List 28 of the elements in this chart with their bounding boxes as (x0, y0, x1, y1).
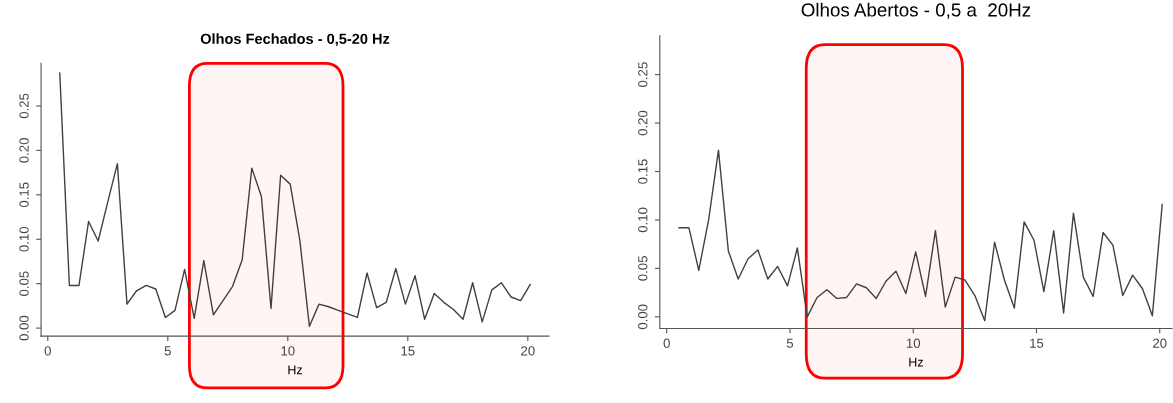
x-tick-label: 20 (1153, 338, 1167, 348)
x-tick-label: 5 (786, 338, 794, 348)
y-tick-label: 0.15 (638, 159, 648, 184)
line-series (59, 72, 531, 328)
x-tick-label: 0 (44, 346, 51, 356)
chart-title: Olhos Abertos - 0,5 a 20Hz (801, 2, 1031, 19)
x-axis-title: Hz (288, 365, 303, 375)
y-tick-label: 0.25 (19, 93, 29, 119)
y-tick-label: 0.25 (638, 62, 648, 87)
chart-title: Olhos Fechados - 0,5-20 Hz (200, 33, 390, 47)
x-tick-label: 15 (1030, 338, 1044, 348)
x-tick-label: 10 (906, 338, 921, 348)
y-tick-label: 0.05 (638, 256, 648, 281)
x-tick-label: 10 (281, 346, 295, 356)
y-tick-label: 0.10 (638, 207, 648, 233)
x-tick-label: 5 (164, 346, 171, 356)
y-tick-label: 0.20 (638, 110, 648, 136)
x-tick-label: 20 (521, 346, 535, 356)
line-series (678, 149, 1163, 322)
y-tick-label: 0.20 (19, 138, 29, 163)
y-tick-label: 0.10 (19, 226, 29, 252)
x-tick-label: 15 (401, 346, 415, 356)
x-tick-label: 0 (663, 338, 670, 348)
y-tick-label: 0.15 (19, 182, 29, 208)
x-axis-title: Hz (909, 357, 923, 367)
y-tick-label: 0.05 (19, 271, 29, 296)
y-tick-label: 0.00 (638, 304, 648, 330)
y-tick-label: 0.00 (19, 315, 29, 341)
